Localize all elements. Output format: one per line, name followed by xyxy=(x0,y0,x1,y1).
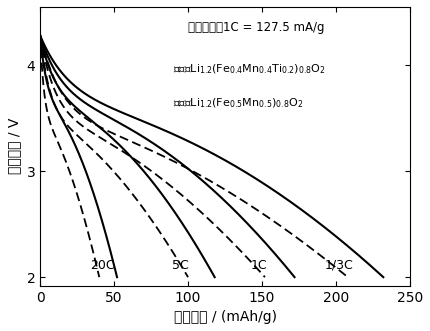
X-axis label: 放電容量 / (mAh/g): 放電容量 / (mAh/g) xyxy=(174,310,276,324)
Text: 電流密度　1C = 127.5 mA/g: 電流密度 1C = 127.5 mA/g xyxy=(188,21,325,34)
Text: 実線：Li$_{1.2}$(Fe$_{0.4}$Mn$_{0.4}$Ti$_{0.2}$)$_{0.8}$O$_2$: 実線：Li$_{1.2}$(Fe$_{0.4}$Mn$_{0.4}$Ti$_{0… xyxy=(173,63,326,76)
Text: 5C: 5C xyxy=(172,259,189,272)
Text: 20C: 20C xyxy=(90,259,114,272)
Y-axis label: 電流密度 / V: 電流密度 / V xyxy=(7,118,21,174)
Text: 破線：Li$_{1.2}$(Fe$_{0.5}$Mn$_{0.5}$)$_{0.8}$O$_2$: 破線：Li$_{1.2}$(Fe$_{0.5}$Mn$_{0.5}$)$_{0.… xyxy=(173,96,304,110)
Text: 1/3C: 1/3C xyxy=(325,259,353,272)
Text: 1C: 1C xyxy=(251,259,267,272)
